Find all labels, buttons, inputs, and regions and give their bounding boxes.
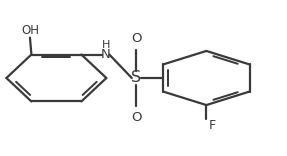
Text: S: S — [131, 71, 141, 85]
Text: O: O — [131, 32, 141, 45]
Text: N: N — [101, 48, 110, 61]
Text: H: H — [102, 39, 110, 49]
Text: OH: OH — [21, 24, 39, 37]
Text: F: F — [209, 119, 216, 132]
Text: O: O — [131, 111, 141, 124]
